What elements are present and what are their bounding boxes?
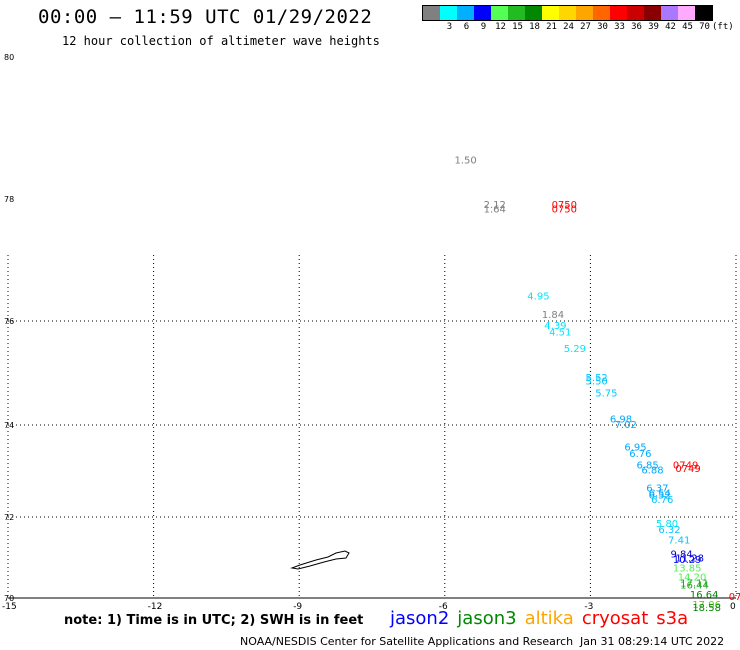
wave-height-label: 07 xyxy=(729,592,740,603)
wave-height-label: 4.51 xyxy=(549,328,571,339)
lat-tick-label: 76 xyxy=(4,317,14,326)
legend-swatch xyxy=(559,6,576,20)
wave-height-label: 6.98 xyxy=(610,414,632,425)
wave-height-label: 11.28 xyxy=(675,554,704,565)
legend-swatch xyxy=(491,6,508,20)
legend-swatch xyxy=(644,6,661,20)
wave-height-label: 6.54 xyxy=(649,488,671,499)
legend-swatch xyxy=(508,6,525,20)
legend-label: 45 xyxy=(682,22,693,32)
wave-height-label: 14.20 xyxy=(678,573,707,584)
wave-height-label: 2.12 xyxy=(484,200,506,211)
wave-height-label: 5.80 xyxy=(656,519,678,530)
lon-tick-label: 0 xyxy=(730,602,736,612)
wave-height-label: 13.85 xyxy=(673,564,702,575)
credit-text: NOAA/NESDIS Center for Satellite Applica… xyxy=(240,635,574,648)
lon-tick-label: -15 xyxy=(2,602,17,612)
satellite-s3a: s3a xyxy=(656,608,689,629)
wave-height-label: 6.32 xyxy=(658,525,680,536)
timestamp-text: Jan 31 08:29:14 UTC 2022 xyxy=(580,635,725,648)
island-outline xyxy=(290,550,350,570)
legend-label: 3 xyxy=(446,22,453,32)
wave-height-label: 0749 xyxy=(673,461,698,472)
wave-height-label: 6.52 xyxy=(649,491,671,502)
legend-label: 12 xyxy=(495,22,506,32)
lon-tick-label: -3 xyxy=(584,602,593,612)
wave-height-label: 5.29 xyxy=(564,344,586,355)
lon-tick-label: -9 xyxy=(293,602,302,612)
footnote: note: 1) Time is in UTC; 2) SWH is in fe… xyxy=(64,613,364,628)
wave-height-label: 5.50 xyxy=(586,376,608,387)
legend-label: 9 xyxy=(480,22,487,32)
wave-height-label: 17.06 xyxy=(692,600,721,611)
satellite-legend: jason2 jason3 altika cryosat s3a xyxy=(390,608,696,629)
legend-swatch xyxy=(627,6,644,20)
satellite-jason3: jason3 xyxy=(457,608,517,629)
satellite-altika: altika xyxy=(524,608,574,629)
wave-height-label: 1.50 xyxy=(455,156,477,167)
color-scale-legend xyxy=(422,5,713,21)
legend-swatch xyxy=(457,6,474,20)
wave-height-label: 7.02 xyxy=(615,420,637,431)
wave-height-label: 0749 xyxy=(675,464,700,475)
legend-label: 70 xyxy=(699,22,710,32)
lat-tick-label: 78 xyxy=(4,195,14,204)
legend-label: 27 xyxy=(580,22,591,32)
legend-swatch xyxy=(661,6,678,20)
wave-height-label: 6.95 xyxy=(624,442,646,453)
map-title: 00:00 — 11:59 UTC 01/29/2022 xyxy=(38,6,373,28)
legend-label: 30 xyxy=(597,22,608,32)
wave-height-label: 6.76 xyxy=(651,495,673,506)
lat-tick-label: 72 xyxy=(4,513,14,522)
legend-label: 39 xyxy=(648,22,659,32)
wave-height-label: 10.29 xyxy=(673,555,702,566)
wave-height-label: 0750 xyxy=(552,204,577,215)
legend-label: 36 xyxy=(631,22,642,32)
lat-tick-label: 74 xyxy=(4,421,14,430)
wave-height-label: 6.88 xyxy=(641,465,663,476)
wave-height-label: 1.84 xyxy=(542,310,564,321)
legend-swatch xyxy=(423,6,440,20)
lat-tick-label: 80 xyxy=(4,53,14,62)
wave-height-label: 17.11 xyxy=(680,579,709,590)
legend-swatch xyxy=(695,6,712,20)
wave-height-label: 6.37 xyxy=(646,484,668,495)
map-subtitle: 12 hour collection of altimeter wave hei… xyxy=(62,34,380,48)
wave-height-label: 18.58 xyxy=(692,603,721,614)
legend-swatch xyxy=(610,6,627,20)
satellite-cryosat: cryosat xyxy=(581,608,649,629)
wave-height-label: 5.52 xyxy=(586,373,608,384)
satellite-jason2: jason2 xyxy=(390,608,450,629)
wave-height-label: 4.39 xyxy=(544,321,566,332)
legend-swatch xyxy=(678,6,695,20)
wave-height-label: 1.64 xyxy=(484,204,506,215)
legend-label: 42 xyxy=(665,22,676,32)
legend-label: 18 xyxy=(529,22,540,32)
legend-swatch xyxy=(593,6,610,20)
legend-swatch xyxy=(525,6,542,20)
legend-label: 21 xyxy=(546,22,557,32)
legend-swatch xyxy=(576,6,593,20)
legend-swatch xyxy=(474,6,491,20)
legend-label: 24 xyxy=(563,22,574,32)
wave-height-label: 9.84 xyxy=(670,550,692,561)
legend-swatch xyxy=(440,6,457,20)
wave-height-label: 16.64 xyxy=(690,590,719,601)
legend-swatch xyxy=(542,6,559,20)
lat-tick-label: 70 xyxy=(4,594,14,603)
wave-height-label: 4.95 xyxy=(527,292,549,303)
wave-height-label: 5.75 xyxy=(595,388,617,399)
wave-height-label: 0750 xyxy=(552,200,577,211)
legend-label: 15 xyxy=(512,22,523,32)
legend-label: 6 xyxy=(463,22,470,32)
legend-label: 33 xyxy=(614,22,625,32)
wave-height-label: 6.76 xyxy=(629,449,651,460)
legend-unit: (ft) xyxy=(712,22,734,32)
wave-height-label: 7.41 xyxy=(668,535,690,546)
lon-tick-label: -12 xyxy=(148,602,163,612)
wave-height-label: 6.85 xyxy=(637,461,659,472)
wave-height-label: 16.44 xyxy=(680,581,709,592)
lon-tick-label: -6 xyxy=(439,602,448,612)
